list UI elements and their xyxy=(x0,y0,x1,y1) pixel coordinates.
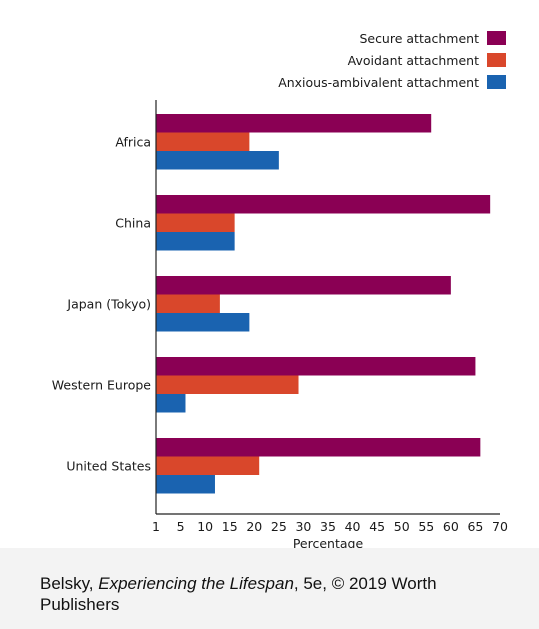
bar xyxy=(156,232,235,251)
category-label: United States xyxy=(66,458,151,473)
x-tick-label: 5 xyxy=(177,519,185,534)
bar xyxy=(156,114,432,133)
x-tick-label: 30 xyxy=(295,519,311,534)
bar xyxy=(156,456,260,475)
x-tick-label: 70 xyxy=(492,519,508,534)
bar xyxy=(156,276,451,295)
figure-credit: Belsky, Experiencing the Lifespan, 5e, ©… xyxy=(40,573,510,615)
legend: Secure attachment Avoidant attachment Anxi… xyxy=(278,31,506,90)
bar xyxy=(156,195,491,214)
x-tick-label: 1 xyxy=(152,519,160,534)
bar xyxy=(156,213,235,232)
x-tick-label: 10 xyxy=(197,519,213,534)
bar xyxy=(156,394,186,413)
legend-swatch xyxy=(487,53,506,67)
x-tick-label: 50 xyxy=(394,519,410,534)
credit-prefix: Belsky, xyxy=(40,574,99,593)
bars xyxy=(156,114,491,494)
bar xyxy=(156,313,250,332)
category-label: Western Europe xyxy=(52,377,152,392)
axes xyxy=(155,100,500,515)
x-tick-label: 60 xyxy=(443,519,459,534)
x-tick-label: 15 xyxy=(222,519,238,534)
legend-swatch xyxy=(487,31,506,45)
legend-label: Secure attachment xyxy=(359,31,479,46)
bar xyxy=(156,375,299,394)
book-title: Experiencing the Lifespan xyxy=(98,574,294,593)
x-axis-title: Percentage xyxy=(293,536,364,548)
category-label: Africa xyxy=(115,134,151,149)
x-tick-label: 65 xyxy=(467,519,483,534)
x-tick-label: 35 xyxy=(320,519,336,534)
x-tick-label: 45 xyxy=(369,519,385,534)
x-tick-label: 55 xyxy=(418,519,434,534)
category-label: China xyxy=(115,215,151,230)
legend-swatch xyxy=(487,75,506,89)
legend-label: Anxious-ambivalent attachment xyxy=(278,75,479,90)
category-labels: Africa China Japan (Tokyo) Western Europe Un… xyxy=(52,134,152,473)
bar xyxy=(156,151,279,170)
x-tick-label: 20 xyxy=(246,519,262,534)
x-tick-label: 40 xyxy=(345,519,361,534)
legend-label: Avoidant attachment xyxy=(348,53,479,68)
bar xyxy=(156,294,220,313)
bar xyxy=(156,132,250,151)
x-tick-label: 25 xyxy=(271,519,287,534)
bar xyxy=(156,438,481,457)
bar xyxy=(156,357,476,376)
attachment-bar-chart: Secure attachment Avoidant attachment Anxi… xyxy=(52,31,508,548)
bar xyxy=(156,475,215,494)
credit-suffix: , 5e, © 2019 Worth Publishers xyxy=(40,574,437,614)
caption-area: Belsky, Experiencing the Lifespan, 5e, ©… xyxy=(0,548,539,629)
category-label: Japan (Tokyo) xyxy=(66,296,151,311)
x-tick-labels: 1 5 10 15 20 25 30 35 40 45 50 55 60 65 70 xyxy=(152,519,508,534)
